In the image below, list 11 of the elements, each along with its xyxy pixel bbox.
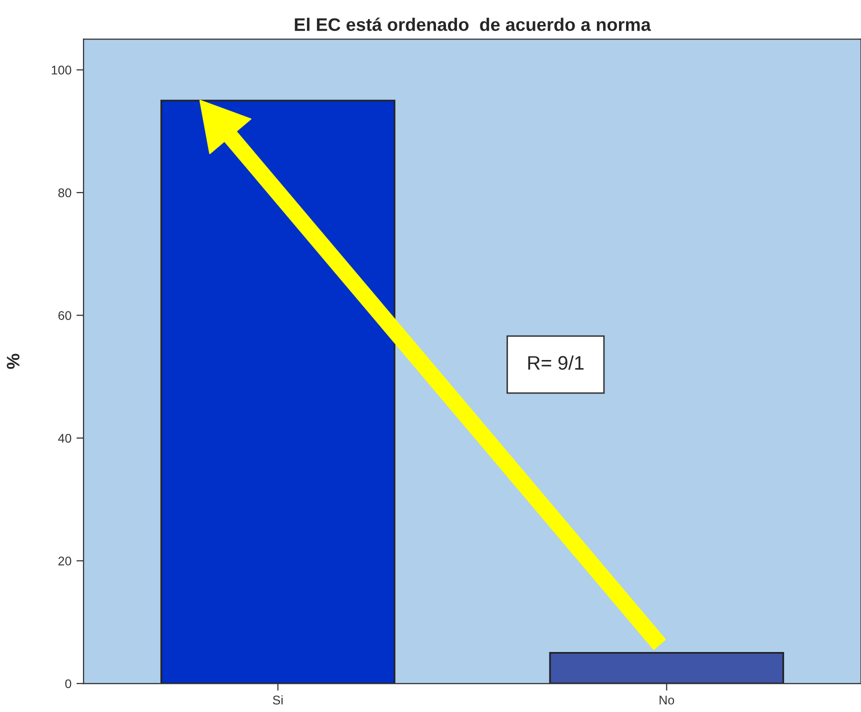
y-tick-label: 20 — [58, 556, 72, 566]
annotation: R= 9/1 — [528, 356, 584, 370]
x-tick-label: Si — [272, 695, 283, 705]
y-tick-label: 40 — [58, 434, 72, 443]
chart-title: El EC está ordenado de acuerdo a norma — [294, 18, 651, 32]
x-tick-label: No — [660, 696, 674, 705]
y-tick-label: 60 — [58, 311, 72, 320]
y-tick-label: 80 — [58, 188, 72, 198]
y-axis-title: % — [6, 354, 20, 369]
y-tick-label: 0 — [65, 679, 72, 688]
y-tick-label: 100 — [52, 66, 72, 74]
